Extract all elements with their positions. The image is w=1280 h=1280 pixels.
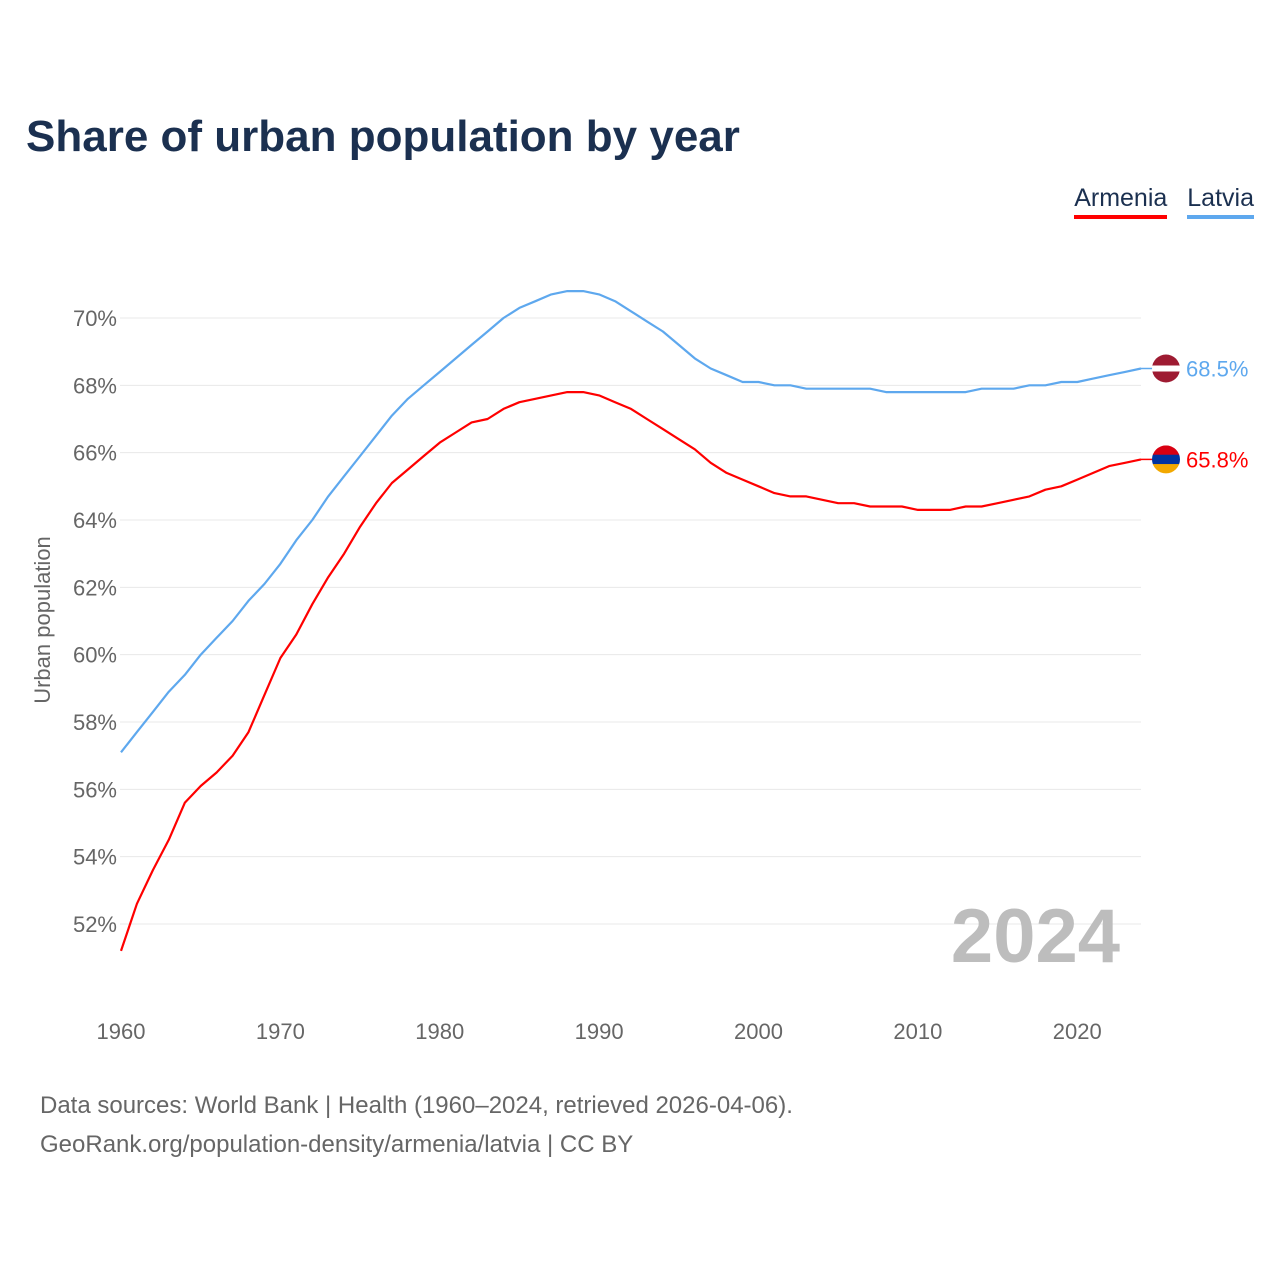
y-tick-label: 68% [73, 373, 117, 398]
y-tick-label: 62% [73, 575, 117, 600]
chart-title: Share of urban population by year [26, 112, 740, 161]
source-line: Data sources: World Bank | Health (1960–… [40, 1092, 793, 1119]
y-tick-label: 70% [73, 306, 117, 331]
legend-item-armenia[interactable]: Armenia [1074, 184, 1168, 219]
y-tick-label: 56% [73, 777, 117, 802]
license-line[interactable]: GeoRank.org/population-density/armenia/l… [40, 1131, 634, 1158]
end-value-label: 68.5% [1186, 357, 1248, 382]
x-tick-label: 2010 [893, 1019, 942, 1044]
year-watermark: 2024 [951, 894, 1120, 979]
x-tick-label: 1970 [256, 1019, 305, 1044]
legend-item-latvia[interactable]: Latvia [1187, 184, 1254, 219]
x-tick-label: 2000 [734, 1019, 783, 1044]
source-note: Data sources: World Bank | Health (1960–… [40, 1086, 793, 1164]
x-tick-label: 1960 [97, 1019, 146, 1044]
end-value-label: 65.8% [1186, 447, 1248, 472]
x-tick-label: 2020 [1053, 1019, 1102, 1044]
legend: Armenia Latvia [1074, 184, 1254, 219]
y-tick-label: 52% [73, 912, 117, 937]
y-tick-label: 54% [73, 845, 117, 870]
y-tick-label: 60% [73, 643, 117, 668]
series-line-latvia [120, 290, 1142, 753]
x-tick-label: 1990 [575, 1019, 624, 1044]
y-tick-label: 58% [73, 710, 117, 735]
x-tick-label: 1980 [415, 1019, 464, 1044]
series-line-armenia [119, 391, 1142, 952]
flag-latvia-icon [1152, 354, 1180, 383]
y-axis-label: Urban population [30, 536, 55, 704]
y-tick-label: 64% [73, 508, 117, 533]
y-tick-label: 66% [73, 441, 117, 466]
flag-armenia-icon [1152, 445, 1180, 474]
